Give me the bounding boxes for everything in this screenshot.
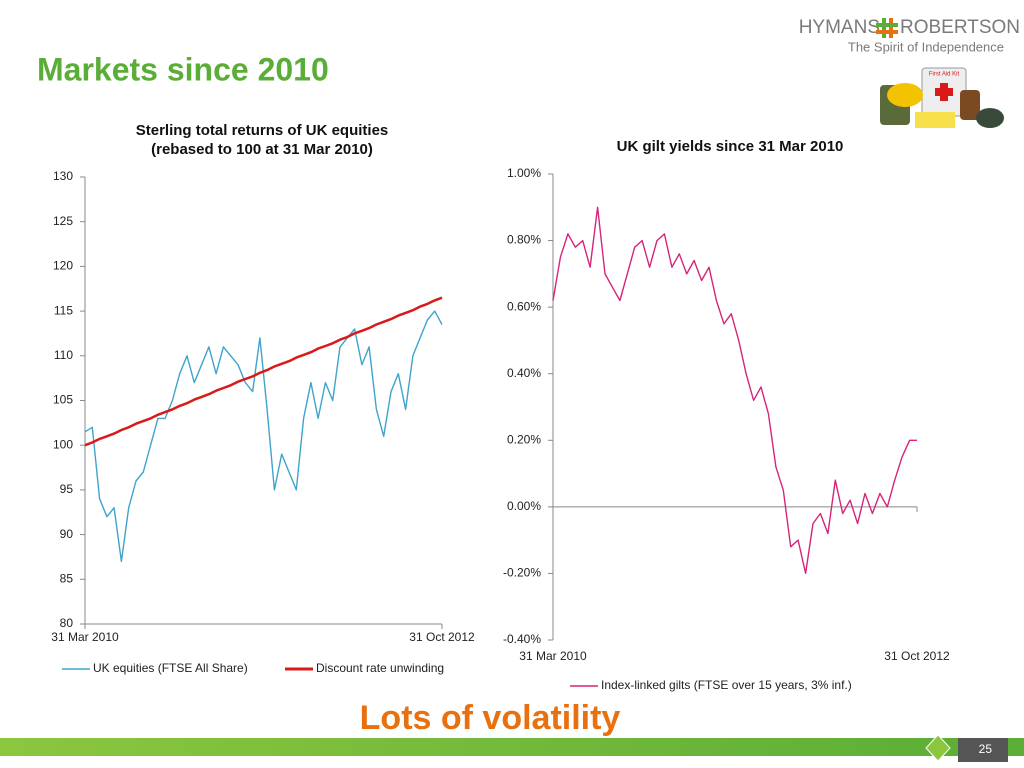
x-tick-label: 31 Oct 2012: [409, 630, 475, 644]
y-tick-label: 130: [53, 169, 73, 183]
y-tick-label: 1.00%: [507, 166, 541, 180]
y-tick-label: 0.20%: [507, 432, 541, 446]
y-tick-label: 0.60%: [507, 299, 541, 313]
tagline: The Spirit of Independence: [848, 39, 1004, 54]
legend-label: UK equities (FTSE All Share): [93, 661, 248, 675]
y-tick-label: 105: [53, 393, 73, 407]
y-tick-label: 85: [60, 571, 74, 585]
y-tick-label: 0.80%: [507, 233, 541, 247]
caption: Lots of volatility: [360, 699, 621, 737]
logo-right: ROBERTSON: [900, 17, 1020, 38]
y-tick-label: 115: [54, 303, 73, 317]
chart-title: Sterling total returns of UK equities: [136, 122, 389, 139]
logo-mark: [876, 18, 898, 38]
y-tick-label: 125: [53, 214, 73, 228]
x-tick-label: 31 Mar 2010: [519, 649, 587, 663]
y-tick-label: 120: [53, 259, 73, 273]
page-number: 25: [979, 742, 993, 756]
y-tick-label: 80: [60, 616, 74, 630]
footer-arrow: [925, 734, 951, 762]
x-tick-label: 31 Oct 2012: [884, 649, 950, 663]
y-tick-label: 110: [54, 348, 73, 362]
y-tick-label: 95: [60, 482, 74, 496]
slide-title: Markets since 2010: [37, 51, 329, 87]
legend-label: Discount rate unwinding: [316, 661, 444, 675]
series-line: [84, 310, 443, 563]
series-line: [552, 206, 917, 575]
y-tick-label: -0.40%: [503, 632, 541, 646]
chart-title: UK gilt yields since 31 Mar 2010: [617, 138, 844, 155]
series-line: [84, 296, 443, 447]
y-tick-label: 90: [60, 527, 74, 541]
logo-left: HYMANS: [799, 17, 880, 38]
chart-subtitle: (rebased to 100 at 31 Mar 2010): [151, 141, 373, 158]
y-tick-label: 100: [53, 437, 73, 451]
y-tick-label: -0.20%: [503, 566, 541, 580]
page-box: [958, 738, 1008, 762]
kit-label: First Aid Kit: [929, 72, 960, 78]
y-tick-label: 0.00%: [507, 499, 541, 513]
y-tick-label: 0.40%: [507, 366, 541, 380]
x-tick-label: 31 Mar 2010: [51, 630, 119, 644]
footer-bar: [0, 738, 1024, 756]
legend-label: Index-linked gilts (FTSE over 15 years, …: [601, 678, 852, 692]
kit-image: First Aid Kit: [880, 67, 1004, 128]
